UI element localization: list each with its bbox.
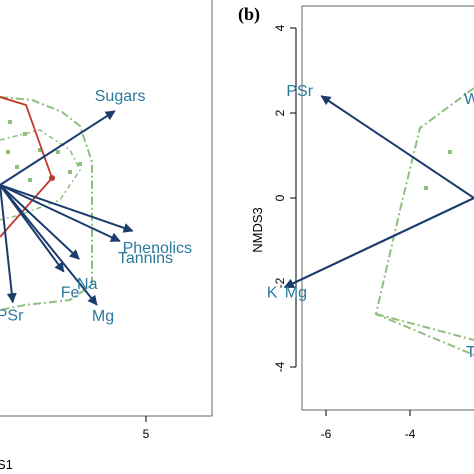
vector-label-k-p1: K	[267, 284, 278, 301]
panel-b-y-tick-2: 2	[273, 109, 287, 116]
vector-arrow-tannins-p0-2	[0, 184, 121, 243]
panel-a-red-point	[49, 175, 55, 181]
panel-a-green-hull	[0, 96, 93, 311]
panel-a-vector-labels: SugarsPhenolicsTanninsNaFeMgPSrK	[0, 88, 192, 325]
panel-b-y-axis	[290, 27, 297, 368]
panel-a-x-axis-label: S1	[0, 457, 13, 472]
panel-a-frame	[0, 0, 213, 417]
vector-label-mg-p0: Mg	[92, 308, 114, 325]
vector-label-mg-p1: Mg	[285, 284, 307, 301]
panel-b-x-axis	[325, 410, 411, 416]
panel-b-vector-labels: PSr K Mg	[267, 83, 314, 301]
panel-a-vectors	[0, 110, 134, 306]
panel-b-x-tick-neg4: -4	[405, 427, 416, 441]
vector-arrow-psr-p1-0	[320, 95, 474, 199]
vector-label-psr-p1: PSr	[286, 83, 313, 100]
panel-b-y-tick-neg4: -4	[273, 361, 287, 372]
vector-label-psr-p0: PSr	[0, 307, 24, 324]
panel-b-x-tick-neg6: -6	[321, 427, 332, 441]
panel-b-green-hull-lower	[375, 313, 474, 341]
vector-arrow-psr-p0-6	[0, 184, 17, 304]
panel-a-x-tick-label: 5	[143, 427, 150, 441]
vector-label-fe-p0: Fe	[61, 285, 80, 302]
vector-label-sugars-p0: Sugars	[95, 88, 146, 105]
panel-b-frame	[301, 5, 474, 411]
vector-arrow-na-p0-3	[0, 184, 80, 260]
panel-b-y-tick-neg2: -2	[273, 277, 287, 288]
panel-b-y-tick-0: 0	[273, 194, 287, 201]
vector-arrow-mg-p0-5	[0, 184, 98, 306]
panel-b-y-tick-4: 4	[273, 24, 287, 31]
panel-a-green-points	[6, 120, 82, 182]
vector-arrow-sugars-p0-0	[0, 110, 116, 186]
panel-b-partial-label-w: W	[464, 91, 474, 108]
vector-arrow-phenolics-p0-1	[0, 184, 134, 233]
panel-b-vectors	[283, 95, 474, 289]
vector-label-na-p0: Na	[77, 276, 98, 293]
panel-b-tag: (b)	[238, 4, 260, 25]
panel-b-y-axis-label: NMDS3	[250, 207, 265, 253]
vector-arrow-mg-p1-2	[283, 197, 474, 289]
panel-b-partial-label-t: T	[466, 344, 474, 361]
panel-b-green-hull	[374, 87, 474, 356]
vector-label-tannins-p0: Tannins	[118, 250, 173, 267]
vector-label-phenolics-p0: Phenolics	[123, 240, 192, 257]
panel-b-green-points	[424, 150, 452, 190]
panel-a-red-hull	[0, 96, 54, 238]
